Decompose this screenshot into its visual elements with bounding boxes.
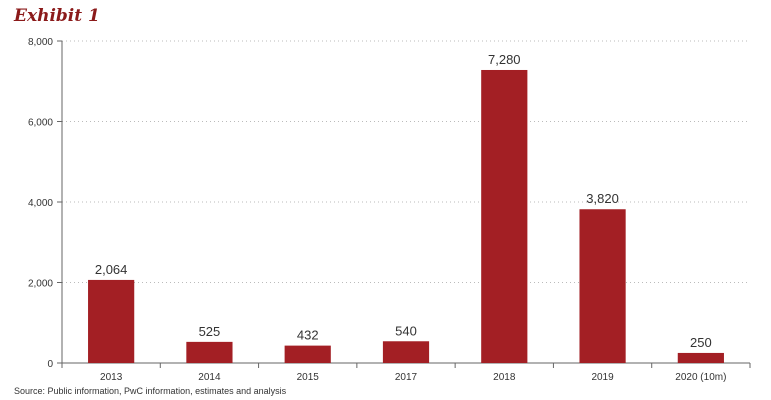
bar [382,341,430,363]
y-tick-label: 4,000 [28,198,53,209]
y-tick-label: 8,000 [28,37,53,48]
bar-value-label: 250 [690,335,712,350]
x-tick-label: 2013 [100,372,123,383]
bar [677,352,724,363]
bar-value-label: 7,280 [488,52,521,67]
y-tick-label: 0 [47,359,53,370]
y-axis: 0 2,000 4,000 6,000 8,000 [28,37,63,370]
bar-value-label: 2,064 [95,262,128,277]
y-tick-label: 6,000 [28,118,53,129]
x-tick-label: 2014 [198,372,221,383]
bar [186,341,233,363]
x-tick-label: 2019 [591,372,614,383]
x-tick-label: 2017 [395,372,418,383]
bar [284,345,331,363]
bars [88,69,724,363]
gridlines [62,40,750,283]
exhibit-title: Exhibit 1 [14,6,100,26]
y-tick-label: 2,000 [28,279,53,290]
x-tick-label: 2020 (10m) [675,372,726,383]
bar-value-label: 3,820 [586,191,619,206]
value-labels: 2,064 525 432 540 7,280 3,820 250 [95,52,712,350]
bar-value-label: 432 [297,328,319,343]
x-axis: 2013 2014 2015 2017 2018 2019 2020 (10m) [61,362,751,383]
bar-value-label: 540 [395,323,417,338]
bar [579,209,626,363]
x-tick-label: 2018 [493,372,516,383]
source-note: Source: Public information, PwC informat… [14,386,287,396]
bar [481,69,528,363]
bar-value-label: 525 [199,324,221,339]
x-tick-label: 2015 [297,372,320,383]
bar [88,279,135,363]
